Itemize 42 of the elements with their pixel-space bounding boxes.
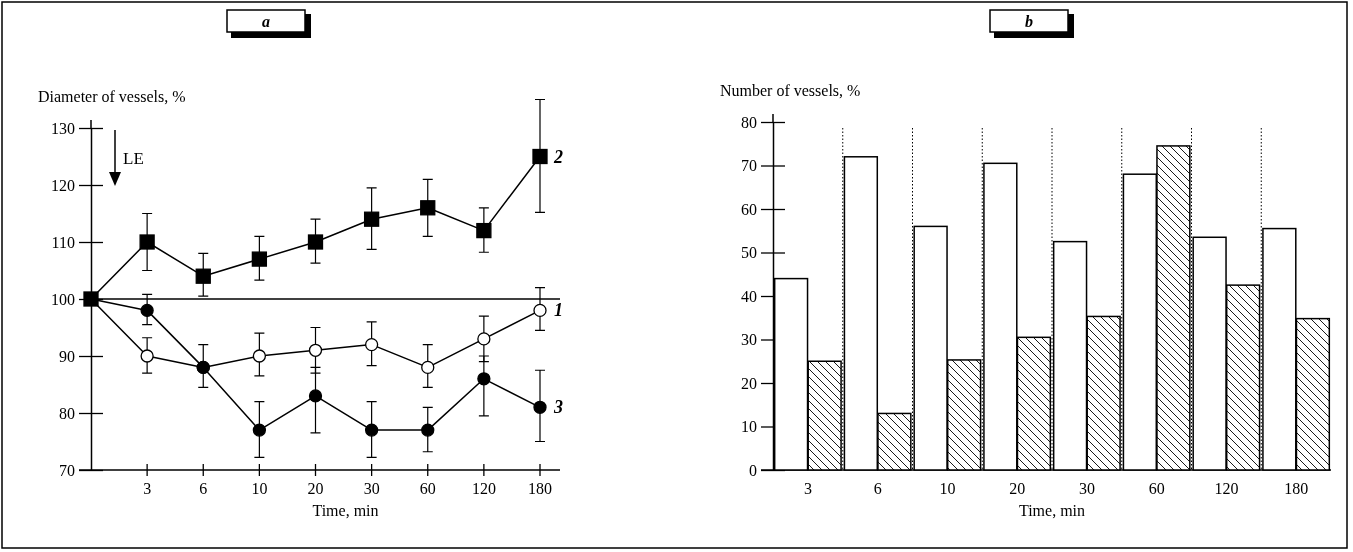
x-tick-label: 180 <box>528 480 552 497</box>
series-label: 3 <box>553 397 563 418</box>
y-tick-label: 10 <box>741 418 757 436</box>
y-tick-label: 40 <box>741 287 757 305</box>
x-tick-label: 30 <box>1078 480 1095 497</box>
y-tick-label: 130 <box>51 119 75 137</box>
series-label: 1 <box>554 300 563 321</box>
y-tick-label: 0 <box>749 461 757 479</box>
y-tick-label: 30 <box>741 331 757 349</box>
x-tick-label: 120 <box>471 480 496 497</box>
x-tick-label: 20 <box>1009 480 1026 497</box>
y-tick-label: 80 <box>59 404 75 422</box>
y-tick-label: 80 <box>741 113 757 131</box>
x-tick-label: 10 <box>939 480 956 497</box>
y-tick-label: 120 <box>51 176 75 194</box>
x-tick-label: 20 <box>307 480 324 497</box>
x-axis-title: Time, min <box>312 502 379 519</box>
y-axis-title: Number of vessels, % <box>720 82 861 99</box>
x-tick-label: 60 <box>1148 480 1165 497</box>
x-tick-label: 60 <box>419 480 436 497</box>
y-tick-label: 50 <box>741 244 757 262</box>
x-tick-label: 10 <box>251 480 268 497</box>
x-tick-label: 30 <box>363 480 380 497</box>
y-tick-label: 100 <box>51 290 75 308</box>
x-tick-label: 120 <box>1214 480 1239 497</box>
x-tick-label: 3 <box>803 480 812 497</box>
x-tick-label: 6 <box>199 480 208 497</box>
series-label: 2 <box>553 146 563 167</box>
y-tick-label: 110 <box>51 233 75 251</box>
y-tick-label: 60 <box>741 200 757 218</box>
x-tick-label: 3 <box>143 480 152 497</box>
y-tick-label: 70 <box>741 157 757 175</box>
chart-title: a <box>262 13 270 30</box>
x-tick-label: 180 <box>1284 480 1309 497</box>
y-tick-label: 90 <box>59 347 75 365</box>
x-axis-title: Time, min <box>1018 502 1086 519</box>
y-axis-title: Diameter of vessels, % <box>38 88 186 105</box>
y-tick-label: 20 <box>741 374 757 392</box>
annotation: LE <box>123 149 144 168</box>
x-tick-label: 6 <box>873 480 882 497</box>
chart-title: b <box>1025 13 1033 30</box>
y-tick-label: 70 <box>59 461 75 479</box>
